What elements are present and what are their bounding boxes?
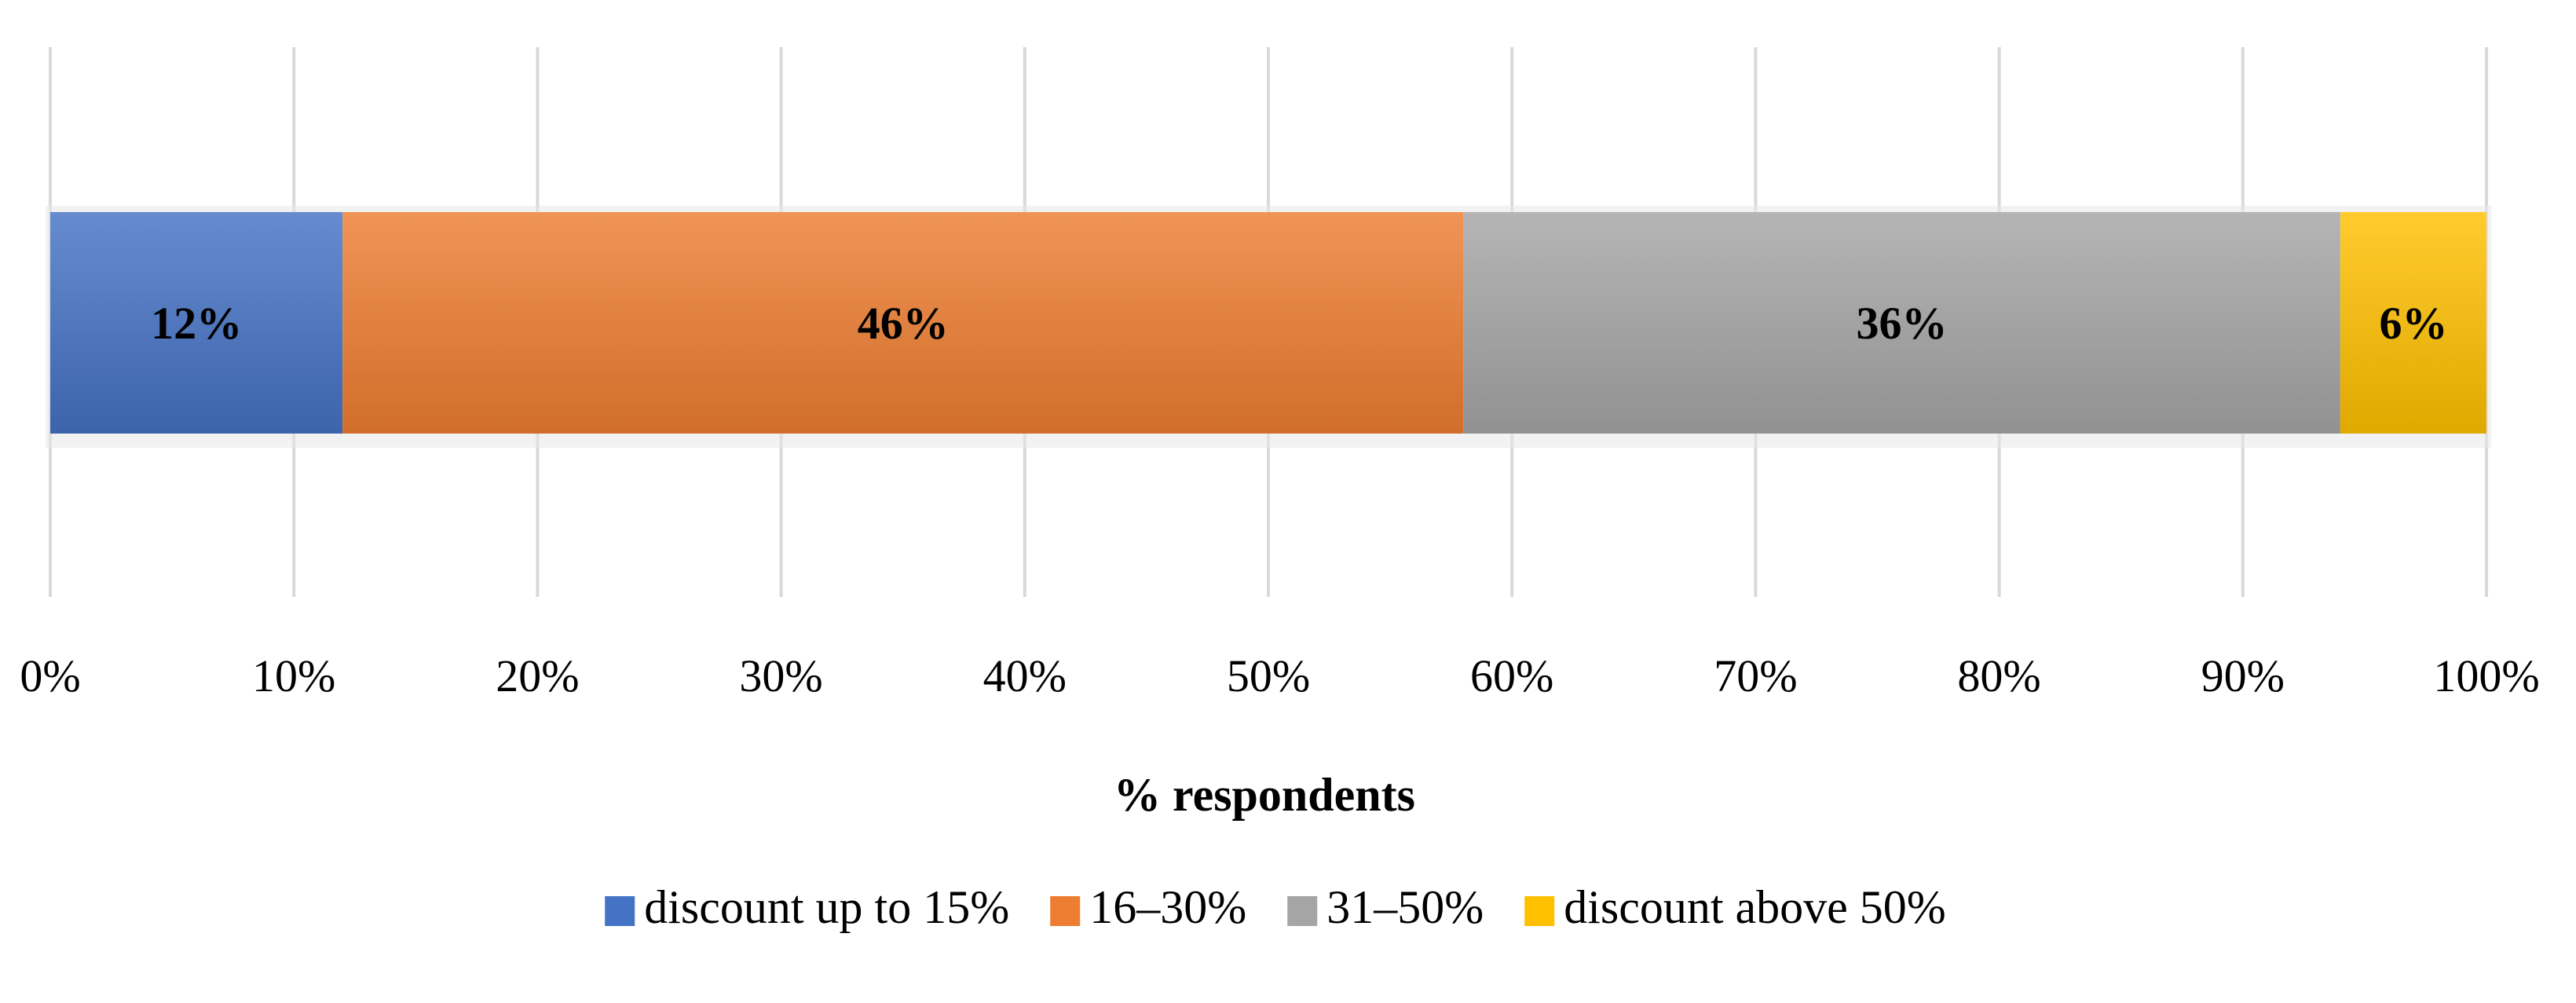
- bars: [46, 206, 2491, 448]
- legend-label: 16–30%: [1089, 881, 1246, 933]
- x-axis-ticks: 0% 10% 20% 30% 40% 50% 60% 70% 80% 90% 100%: [20, 650, 2539, 701]
- legend-swatch: [605, 896, 635, 926]
- x-tick-label: 80%: [1957, 650, 2040, 701]
- x-tick-label: 0%: [20, 650, 80, 701]
- legend-label: discount above 50%: [1564, 881, 1946, 933]
- legend-swatch: [1287, 896, 1318, 926]
- bar-segment: [2340, 212, 2486, 434]
- legend-item: 16–30%: [1050, 881, 1246, 933]
- x-tick-label: 10%: [252, 650, 335, 701]
- data-label: 12%: [151, 298, 242, 349]
- x-tick-label: 90%: [2201, 650, 2285, 701]
- x-tick-label: 60%: [1470, 650, 1553, 701]
- legend-item: 31–50%: [1287, 881, 1484, 933]
- legend-swatch: [1050, 896, 1081, 926]
- data-label: 46%: [858, 298, 949, 349]
- data-labels: 12% 46% 36% 6%: [151, 298, 2447, 349]
- legend-item: discount up to 15%: [605, 881, 1009, 933]
- x-tick-label: 100%: [2433, 650, 2539, 701]
- legend-item: discount above 50%: [1524, 881, 1946, 933]
- bar-segment: [50, 212, 343, 434]
- x-tick-label: 70%: [1714, 650, 1797, 701]
- data-label: 6%: [2379, 298, 2447, 349]
- x-tick-label: 30%: [739, 650, 822, 701]
- x-axis-title: % respondents: [1114, 769, 1415, 821]
- data-label: 36%: [1857, 298, 1948, 349]
- x-tick-label: 50%: [1227, 650, 1310, 701]
- legend: discount up to 15% 16–30% 31–50% discount a…: [605, 881, 1946, 933]
- bar-segment: [1463, 212, 2340, 434]
- legend-swatch: [1524, 896, 1555, 926]
- x-tick-label: 20%: [496, 650, 579, 701]
- x-tick-label: 40%: [983, 650, 1067, 701]
- legend-label: discount up to 15%: [644, 881, 1009, 933]
- bar-segment: [342, 212, 1464, 434]
- legend-label: 31–50%: [1326, 881, 1484, 933]
